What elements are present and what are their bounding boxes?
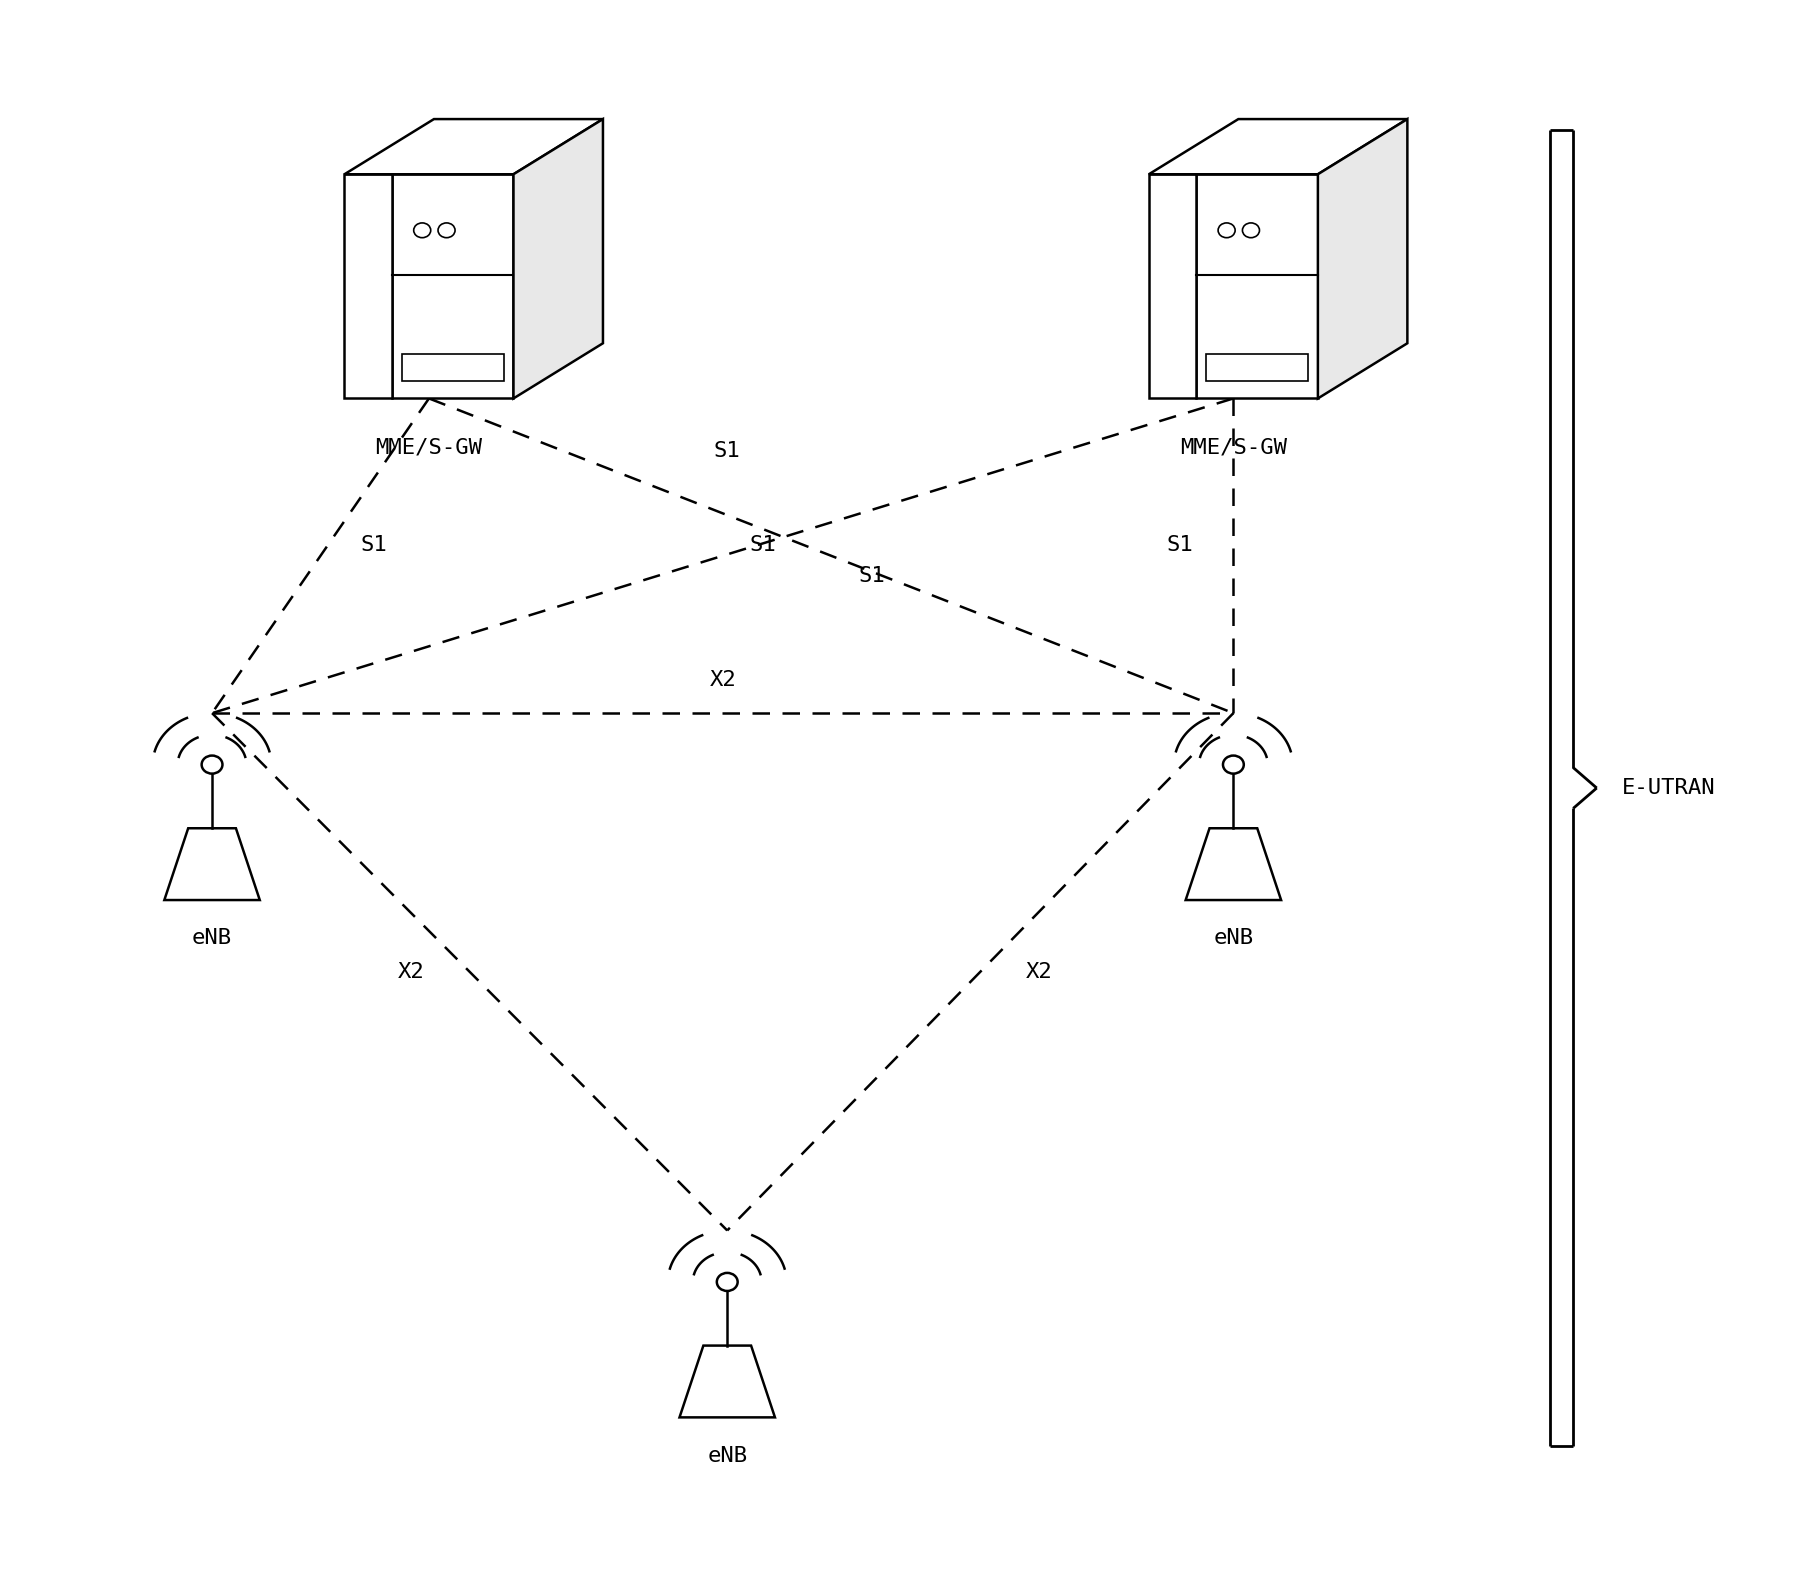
Circle shape	[1219, 222, 1235, 238]
Text: eNB: eNB	[1213, 928, 1253, 949]
Circle shape	[1242, 222, 1260, 238]
Text: X2: X2	[1026, 961, 1051, 982]
Polygon shape	[1186, 829, 1280, 900]
Circle shape	[1222, 755, 1244, 774]
Text: S1: S1	[859, 566, 884, 586]
Polygon shape	[679, 1346, 775, 1417]
Text: X2: X2	[398, 961, 425, 982]
Text: E-UTRAN: E-UTRAN	[1622, 779, 1716, 797]
Polygon shape	[1150, 120, 1407, 175]
Polygon shape	[345, 120, 603, 175]
Text: S1: S1	[1168, 534, 1193, 555]
Polygon shape	[345, 175, 392, 399]
Text: S1: S1	[360, 534, 387, 555]
Text: MME/S-GW: MME/S-GW	[376, 438, 483, 457]
Circle shape	[414, 222, 430, 238]
Text: eNB: eNB	[192, 928, 232, 949]
Text: eNB: eNB	[706, 1445, 748, 1466]
Text: S1: S1	[714, 441, 741, 460]
Polygon shape	[401, 353, 503, 380]
Polygon shape	[1197, 175, 1318, 399]
Polygon shape	[1206, 353, 1308, 380]
Text: X2: X2	[710, 670, 735, 690]
Polygon shape	[163, 829, 260, 900]
Text: MME/S-GW: MME/S-GW	[1180, 438, 1288, 457]
Polygon shape	[1318, 120, 1407, 399]
Polygon shape	[514, 120, 603, 399]
Polygon shape	[1150, 175, 1197, 399]
Text: S1: S1	[750, 534, 777, 555]
Circle shape	[202, 755, 223, 774]
Polygon shape	[392, 175, 514, 399]
Circle shape	[717, 1273, 737, 1291]
Circle shape	[438, 222, 456, 238]
